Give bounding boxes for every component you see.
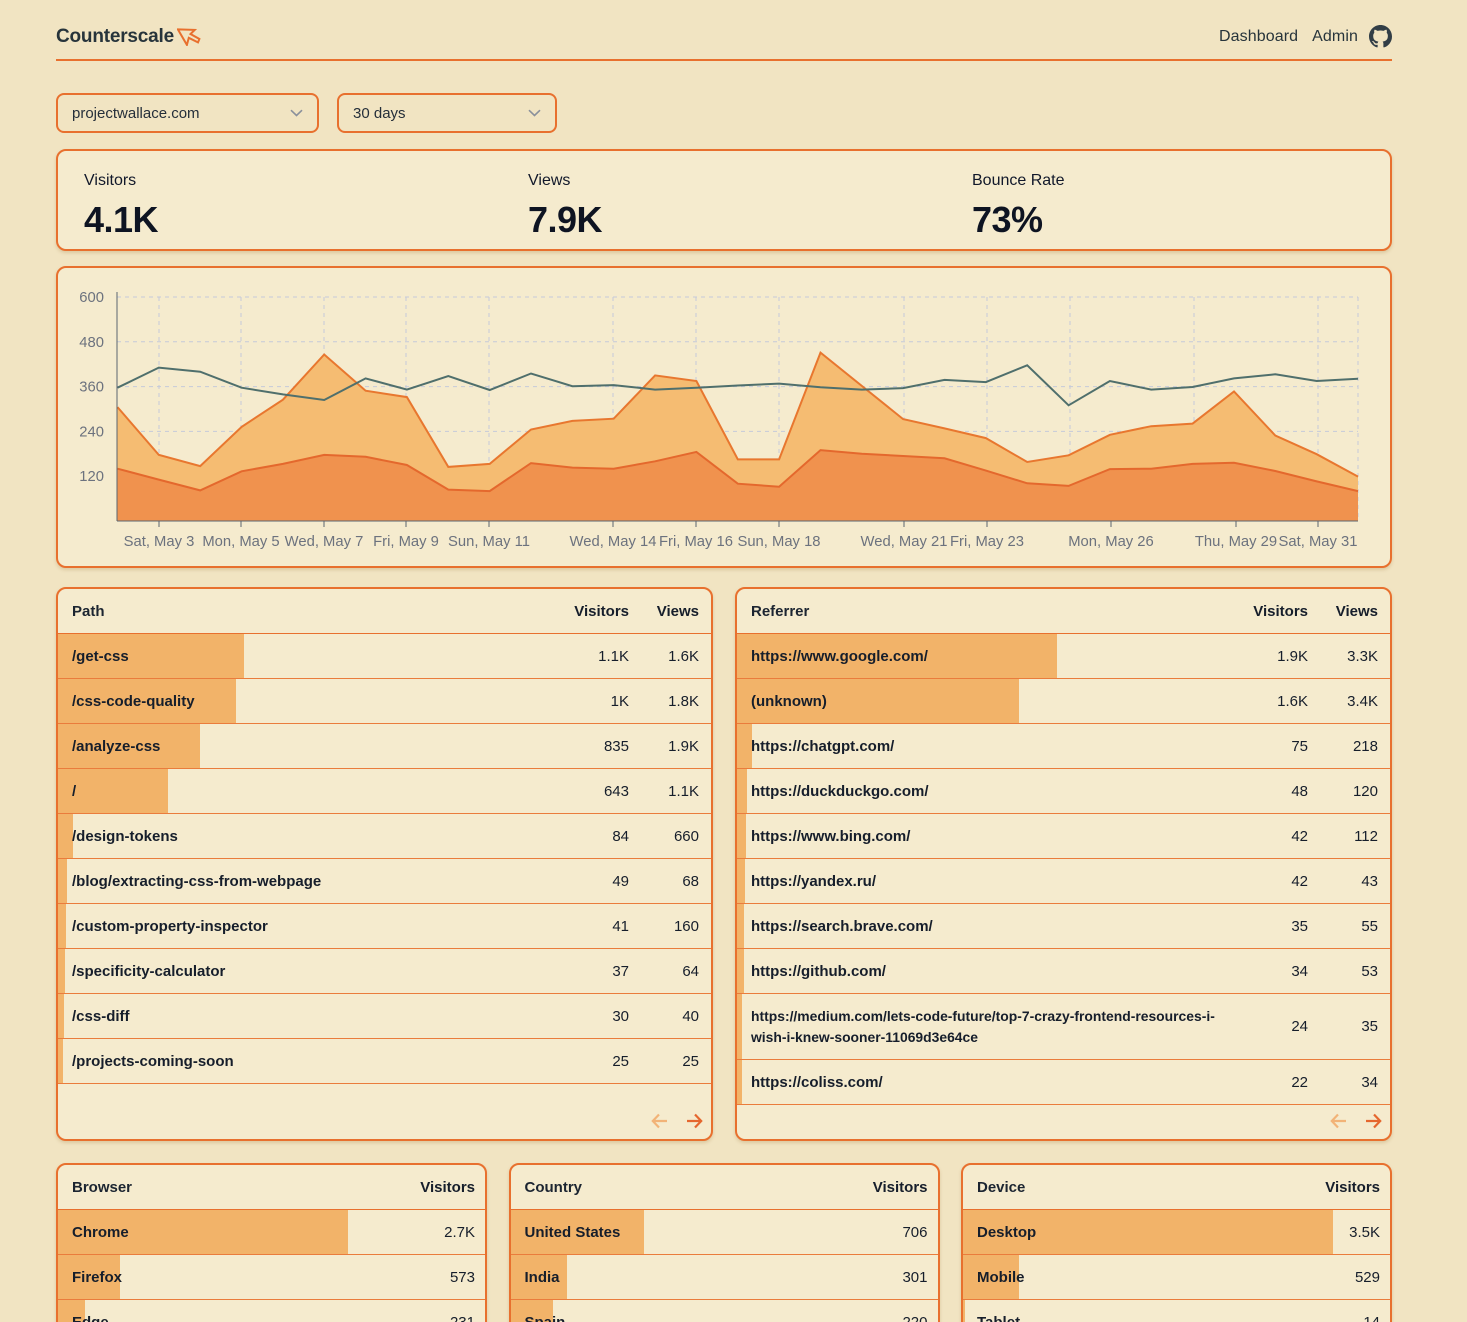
svg-text:Fri, May 16: Fri, May 16 [659,534,733,550]
svg-text:Wed, May 14: Wed, May 14 [570,534,657,550]
svg-text:Mon, May 5: Mon, May 5 [202,534,279,550]
svg-text:Wed, May 21: Wed, May 21 [861,534,948,550]
svg-text:120: 120 [79,469,104,485]
svg-text:Wed, May 7: Wed, May 7 [285,534,364,550]
svg-text:Fri, May 9: Fri, May 9 [373,534,439,550]
svg-text:600: 600 [79,290,104,306]
svg-text:Sat, May 3: Sat, May 3 [124,534,195,550]
svg-text:480: 480 [79,335,104,351]
svg-text:Mon, May 26: Mon, May 26 [1068,534,1154,550]
svg-text:Thu, May 29: Thu, May 29 [1195,534,1277,550]
svg-text:Sat, May 31: Sat, May 31 [1279,534,1358,550]
svg-text:240: 240 [79,424,104,440]
svg-text:Sun, May 11: Sun, May 11 [448,534,530,550]
svg-text:Fri, May 23: Fri, May 23 [950,534,1024,550]
svg-text:Sun, May 18: Sun, May 18 [737,534,820,550]
svg-text:360: 360 [79,380,104,396]
